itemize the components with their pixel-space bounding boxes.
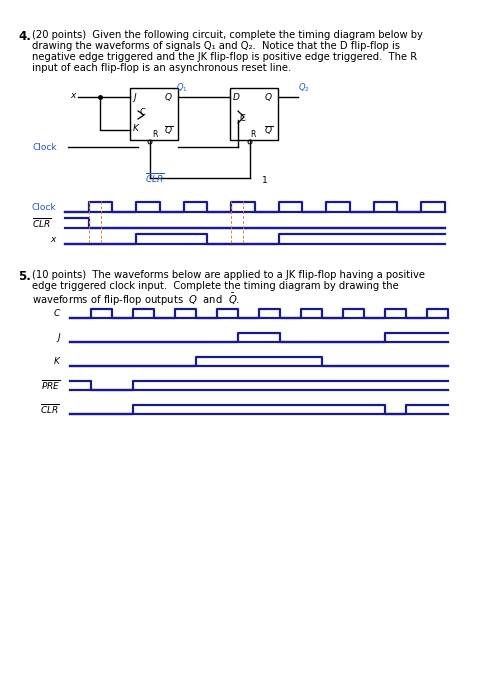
Text: edge triggered clock input.  Complete the timing diagram by drawing the: edge triggered clock input. Complete the…	[32, 281, 399, 291]
Text: $\overline{CLR}$: $\overline{CLR}$	[145, 172, 165, 186]
Text: (20 points)  Given the following circuit, complete the timing diagram below by: (20 points) Given the following circuit,…	[32, 30, 423, 40]
Text: $\overline{PRE}$: $\overline{PRE}$	[41, 379, 60, 393]
Text: C: C	[54, 309, 60, 318]
Text: 1: 1	[262, 176, 268, 185]
Text: C: C	[240, 114, 246, 123]
Text: x: x	[70, 92, 76, 101]
Text: 5.: 5.	[18, 270, 31, 283]
Text: (10 points)  The waveforms below are applied to a JK flip-flop having a positive: (10 points) The waveforms below are appl…	[32, 270, 425, 280]
Text: Clock: Clock	[33, 143, 58, 151]
Text: $\overline{CLR}$: $\overline{CLR}$	[32, 216, 52, 230]
Text: Q: Q	[165, 126, 172, 135]
Text: J: J	[133, 93, 136, 102]
Text: 4.: 4.	[18, 30, 31, 43]
Text: C: C	[140, 108, 146, 117]
Text: negative edge triggered and the JK flip-flop is positive edge triggered.  The R: negative edge triggered and the JK flip-…	[32, 52, 417, 62]
Bar	[230, 88, 278, 140]
Text: Q: Q	[165, 93, 172, 102]
Text: x: x	[50, 234, 55, 244]
Text: Q: Q	[265, 126, 272, 135]
Text: K: K	[54, 357, 60, 366]
Text: J: J	[57, 333, 60, 342]
Text: R: R	[250, 130, 255, 139]
Text: $Q_1$: $Q_1$	[176, 82, 188, 94]
Text: D: D	[233, 93, 240, 102]
Text: drawing the waveforms of signals Q₁ and Q₂.  Notice that the D flip-flop is: drawing the waveforms of signals Q₁ and …	[32, 41, 400, 51]
Bar	[130, 88, 178, 140]
Text: K: K	[133, 124, 139, 133]
Text: $\overline{CLR}$: $\overline{CLR}$	[41, 402, 60, 416]
Text: Q: Q	[265, 93, 272, 102]
Text: input of each flip-flop is an asynchronous reset line.: input of each flip-flop is an asynchrono…	[32, 63, 291, 73]
Text: R: R	[152, 130, 157, 139]
Text: Clock: Clock	[32, 202, 56, 211]
Text: waveforms of flip-flop outputs  $Q$  and  $\bar{Q}$.: waveforms of flip-flop outputs $Q$ and $…	[32, 292, 240, 308]
Text: $Q_2$: $Q_2$	[298, 82, 310, 94]
